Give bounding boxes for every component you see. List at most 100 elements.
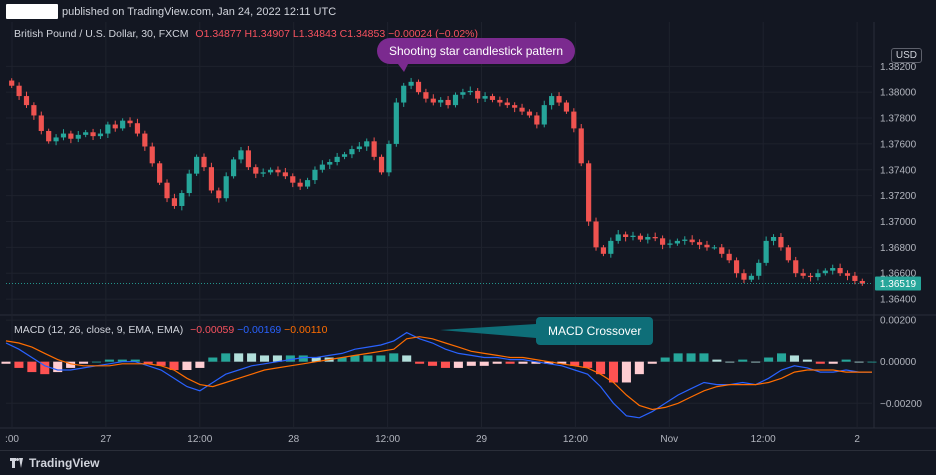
candle-body — [822, 270, 828, 274]
histogram-bar — [208, 357, 218, 362]
histogram-bar — [776, 353, 787, 362]
histogram-bar — [596, 361, 606, 375]
time-tick-label: 29 — [476, 434, 488, 445]
tradingview-logo-icon — [10, 458, 24, 468]
histogram-bar — [104, 359, 114, 362]
time-tick-label: 12:00 — [375, 434, 400, 445]
candle-body — [793, 260, 799, 274]
macd-lines — [5, 331, 872, 419]
histogram-bar — [518, 361, 528, 364]
histogram-bar — [479, 361, 489, 366]
histogram-bar — [389, 353, 399, 362]
candle-body — [282, 172, 288, 177]
histogram-bar — [492, 361, 502, 364]
candle-body — [334, 156, 340, 163]
candle-body — [526, 111, 533, 116]
signal-line — [5, 336, 872, 411]
histogram-bar — [298, 355, 308, 362]
histogram-bar — [27, 361, 37, 373]
histogram-bar — [79, 361, 89, 364]
histogram-bar — [415, 361, 425, 364]
histogram-bar — [647, 361, 657, 364]
candle-body — [290, 176, 296, 183]
candle-body — [741, 273, 747, 280]
candle-body — [142, 133, 148, 147]
candle-body — [393, 102, 399, 144]
signal-line-value: −0.00110 — [284, 324, 328, 336]
histogram-bar — [531, 361, 541, 364]
histogram-bar — [14, 361, 24, 368]
histogram-bar — [634, 361, 644, 375]
candle-body — [837, 268, 843, 274]
candle-body — [53, 137, 59, 142]
price-tick-label: 1.36600 — [880, 269, 917, 280]
candle-body — [844, 273, 851, 276]
histogram-bar — [841, 359, 851, 362]
candle-body — [807, 275, 814, 278]
candle-body — [208, 167, 214, 191]
histogram-bar — [802, 359, 812, 362]
candle-body — [16, 85, 22, 97]
candle-body — [534, 115, 540, 125]
candle-body — [253, 167, 259, 174]
candle-body — [571, 111, 577, 129]
candle-body — [112, 124, 118, 129]
candle-body — [157, 163, 163, 183]
candle-body — [304, 180, 311, 187]
candle-body — [105, 124, 111, 134]
candle-body — [364, 141, 370, 147]
candle-body — [674, 240, 680, 244]
histogram-bar — [272, 355, 282, 362]
macd-tick-label: 0.00000 — [880, 357, 917, 368]
chart-svg[interactable]: 1.38200 1.38000 1.37800 1.37600 1.37400 1.372… — [0, 22, 936, 450]
candle-body — [756, 262, 762, 276]
high-value: H1.34907 — [244, 28, 290, 40]
candle-body — [194, 156, 200, 174]
candle-body — [719, 247, 725, 254]
candle-body — [260, 172, 266, 174]
candle-body — [623, 234, 629, 238]
published-text: published on TradingView.com, Jan 24, 20… — [62, 6, 337, 18]
histogram-bar — [311, 357, 321, 362]
candle-body — [852, 275, 858, 281]
candle-body — [475, 90, 481, 99]
histogram-bar — [686, 353, 696, 362]
candle-body — [637, 235, 643, 240]
candle-body — [489, 96, 496, 100]
histogram-bar — [337, 357, 347, 362]
candle-body — [645, 237, 651, 240]
candle-body — [31, 105, 37, 116]
candle-body — [319, 164, 325, 170]
candle-body — [467, 90, 473, 93]
candle-body — [615, 234, 621, 241]
candle-body — [312, 169, 318, 181]
author-box — [6, 4, 58, 19]
top-bar: published on TradingView.com, Jan 24, 20… — [0, 0, 936, 22]
histogram-bar — [221, 353, 231, 362]
histogram-bar — [402, 355, 412, 362]
candle-body — [563, 102, 570, 112]
macd-tick-label: −0.00200 — [880, 399, 922, 410]
macd-tick-label: 0.00200 — [880, 316, 917, 327]
candle-body — [186, 173, 192, 194]
price-tick-label: 1.38000 — [880, 88, 917, 99]
histogram-bar — [854, 361, 864, 363]
histogram-bar — [764, 357, 774, 362]
candle-body — [438, 99, 444, 103]
currency-label[interactable]: USD — [890, 48, 922, 63]
candle-body — [748, 275, 754, 280]
brand[interactable]: TradingView — [10, 456, 99, 470]
candle-body — [9, 80, 15, 86]
candle-body — [134, 123, 141, 134]
price-tick-label: 1.37800 — [880, 114, 917, 125]
candle-body — [512, 105, 518, 108]
histogram-bar — [453, 361, 463, 368]
macd-hist-value: −0.00059 — [190, 324, 235, 336]
candle-body — [541, 105, 547, 125]
candle-body — [341, 154, 348, 157]
histogram-bar — [66, 361, 76, 368]
shooting-star-pointer — [398, 64, 408, 72]
candle-body — [696, 242, 703, 245]
chart-area[interactable]: 1.38200 1.38000 1.37800 1.37600 1.37400 1.372… — [0, 22, 936, 450]
histogram-bar — [505, 361, 515, 364]
